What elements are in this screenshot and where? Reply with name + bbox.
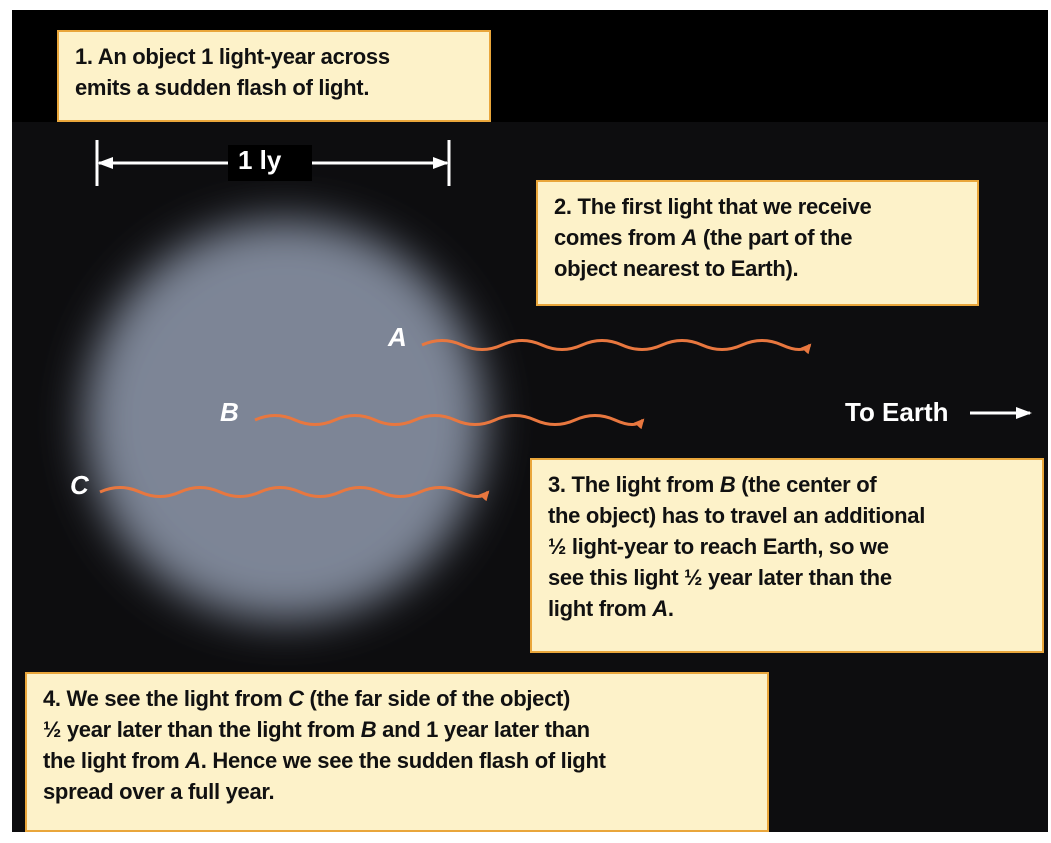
text: see this light ½ year later than the [548, 565, 892, 590]
text: the object) has to travel an additional [548, 503, 926, 528]
text: A [681, 225, 698, 250]
text: 3. The light from [548, 472, 720, 497]
caption-line: the object) has to travel an additional [548, 500, 1026, 531]
caption-box: 4. We see the light from C (the far side… [25, 672, 769, 832]
scale-label-bg [228, 145, 312, 181]
text: ½ year later than the light from [43, 717, 361, 742]
text: C [288, 686, 304, 711]
text: B [719, 472, 736, 497]
caption-line: see this light ½ year later than the [548, 562, 1026, 593]
text: (the part of the [697, 225, 853, 250]
light-wave [254, 414, 645, 430]
text: comes from [554, 225, 682, 250]
caption-line: 2. The first light that we receive [554, 191, 961, 222]
text: (the far side of the object) [303, 686, 571, 711]
caption-line: the light from A. Hence we see the sudde… [43, 745, 751, 776]
text: A [652, 596, 668, 621]
text: ½ light-year to reach Earth, so we [548, 534, 889, 559]
to-earth-label: To Earth [845, 397, 949, 427]
caption-line: 4. We see the light from C (the far side… [43, 683, 751, 714]
text: . Hence we see the sudden flash of light [200, 748, 606, 773]
text: . [667, 596, 674, 621]
caption-line: ½ year later than the light from B and 1… [43, 714, 751, 745]
text: and 1 year later than [376, 717, 590, 742]
point-label: A [388, 322, 407, 352]
caption-line: 3. The light from B (the center of [548, 469, 1026, 500]
text: B [360, 717, 377, 742]
caption-box: 3. The light from B (the center of the o… [530, 458, 1044, 653]
text: 1. An object 1 light-year across [75, 44, 390, 69]
text: 4. We see the light from [43, 686, 289, 711]
scale-label: 1 ly [238, 145, 282, 175]
caption-line: light from A. [548, 593, 1026, 624]
caption-line: spread over a full year. [43, 776, 751, 807]
caption-line: comes from A (the part of the [554, 222, 961, 253]
text: light from [548, 596, 653, 621]
light-wave [421, 339, 812, 355]
text: (the center of [735, 472, 877, 497]
point-label: B [220, 397, 239, 427]
point-label: C [70, 470, 89, 500]
caption-line: 1. An object 1 light-year across [75, 41, 473, 72]
light-wave [99, 486, 490, 502]
caption-box: 2. The first light that we receive comes… [536, 180, 979, 306]
caption-line: ½ light-year to reach Earth, so we [548, 531, 1026, 562]
text: object nearest to Earth). [554, 256, 799, 281]
text: emits a sudden flash of light. [75, 75, 370, 100]
text: A [185, 748, 201, 773]
caption-line: emits a sudden flash of light. [75, 72, 473, 103]
text: spread over a full year. [43, 779, 275, 804]
glowing-object [85, 220, 485, 620]
text: the light from [43, 748, 186, 773]
caption-line: object nearest to Earth). [554, 253, 961, 284]
text: 2. The first light that we receive [554, 194, 872, 219]
caption-box: 1. An object 1 light-year across emits a… [57, 30, 491, 122]
